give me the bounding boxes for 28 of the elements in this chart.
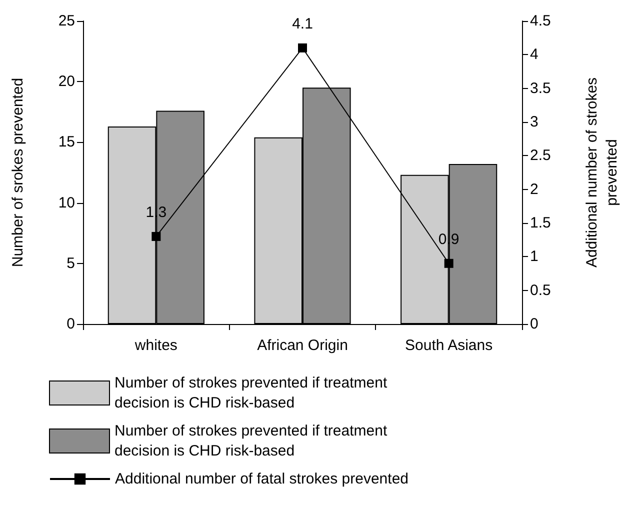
y2-axis-title: Additional number of strokes prevented	[584, 77, 620, 268]
legend-label: Additional number of fatal strokes prevented	[115, 470, 409, 488]
y2-tick-label: 1.5	[530, 214, 551, 232]
data-label: 4.1	[292, 15, 313, 32]
y2-tick-label: 2	[530, 180, 538, 198]
y-tick-label: 25	[58, 12, 75, 30]
y2-tick-label: 2.5	[530, 147, 551, 164]
y2-tick-label: 3.5	[530, 80, 551, 97]
y2-tick-label: 3	[530, 114, 538, 130]
y2-tick-label: 0.5	[530, 282, 551, 299]
point	[444, 258, 454, 268]
point	[152, 232, 161, 241]
y2-tick-label: 4	[530, 46, 538, 64]
y-tick-label: 10	[58, 194, 75, 212]
y-tick-label: 20	[58, 73, 75, 90]
x-tick-label: African Origin	[257, 337, 348, 354]
y-axis-title: Number of srokes prevented	[10, 78, 26, 268]
y-tick-label: 0	[66, 316, 75, 332]
x-tick-label: South Asians	[405, 337, 493, 354]
legend-label: Number of strokes prevented if treatment decision is CHD risk-based	[114, 374, 392, 412]
x-tick-label: whites	[134, 337, 178, 354]
legend-label: Number of strokes prevented if treatment decision is CHD risk-based	[114, 422, 392, 460]
y2-tick-label: 4.5	[530, 12, 551, 30]
y2-tick-label: 0	[530, 316, 538, 332]
point	[298, 43, 307, 52]
y-tick-label: 15	[58, 134, 75, 151]
y-tick-label: 5	[66, 254, 75, 272]
y2-tick-label: 1	[530, 248, 538, 266]
